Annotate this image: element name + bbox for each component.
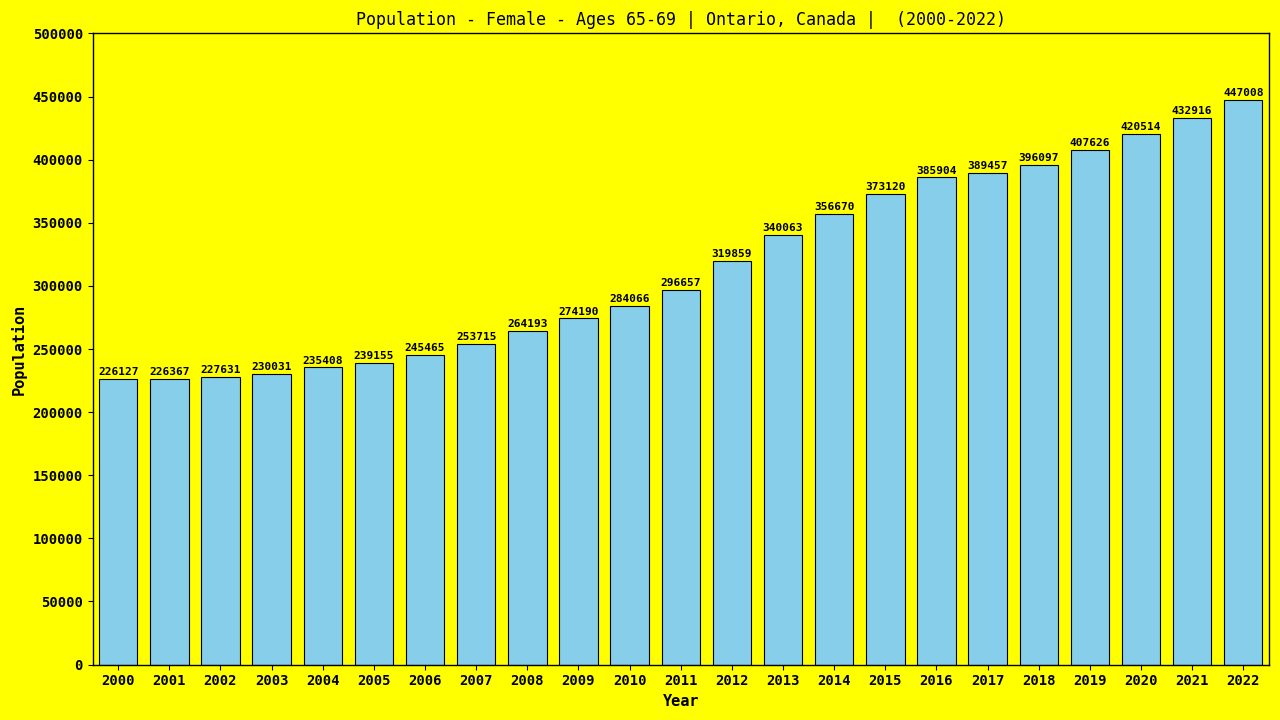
Bar	[918, 177, 956, 665]
Bar	[150, 379, 188, 665]
Text: 274190: 274190	[558, 307, 599, 317]
Bar	[969, 173, 1007, 665]
Text: 245465: 245465	[404, 343, 445, 353]
Text: 396097: 396097	[1019, 153, 1059, 163]
Bar	[1121, 134, 1160, 665]
Text: 420514: 420514	[1121, 122, 1161, 132]
Text: 389457: 389457	[968, 161, 1007, 171]
Y-axis label: Population: Population	[12, 303, 27, 395]
Text: 253715: 253715	[456, 333, 497, 343]
Bar	[99, 379, 137, 665]
Bar	[815, 215, 854, 665]
Bar	[713, 261, 751, 665]
Text: 340063: 340063	[763, 223, 804, 233]
Text: 373120: 373120	[865, 181, 905, 192]
Text: 230031: 230031	[251, 362, 292, 372]
Text: 284066: 284066	[609, 294, 650, 304]
Bar	[508, 331, 547, 665]
Text: 227631: 227631	[200, 365, 241, 375]
Text: 319859: 319859	[712, 249, 753, 259]
X-axis label: Year: Year	[663, 694, 699, 709]
Text: 264193: 264193	[507, 319, 548, 329]
Text: 226127: 226127	[99, 367, 138, 377]
Text: 239155: 239155	[353, 351, 394, 361]
Bar	[1224, 100, 1262, 665]
Text: 447008: 447008	[1224, 89, 1263, 99]
Bar	[457, 344, 495, 665]
Bar	[1020, 165, 1059, 665]
Text: 432916: 432916	[1172, 107, 1212, 116]
Bar	[201, 377, 239, 665]
Text: 235408: 235408	[302, 356, 343, 366]
Text: 385904: 385904	[916, 166, 956, 176]
Bar	[1172, 118, 1211, 665]
Bar	[355, 363, 393, 665]
Bar	[764, 235, 803, 665]
Title: Population - Female - Ages 65-69 | Ontario, Canada |  (2000-2022): Population - Female - Ages 65-69 | Ontar…	[356, 11, 1006, 29]
Bar	[662, 290, 700, 665]
Text: 356670: 356670	[814, 202, 855, 212]
Bar	[406, 355, 444, 665]
Bar	[559, 318, 598, 665]
Text: 296657: 296657	[660, 278, 701, 288]
Bar	[252, 374, 291, 665]
Bar	[867, 194, 905, 665]
Bar	[611, 306, 649, 665]
Bar	[1070, 150, 1108, 665]
Bar	[303, 367, 342, 665]
Text: 407626: 407626	[1070, 138, 1110, 148]
Text: 226367: 226367	[148, 367, 189, 377]
